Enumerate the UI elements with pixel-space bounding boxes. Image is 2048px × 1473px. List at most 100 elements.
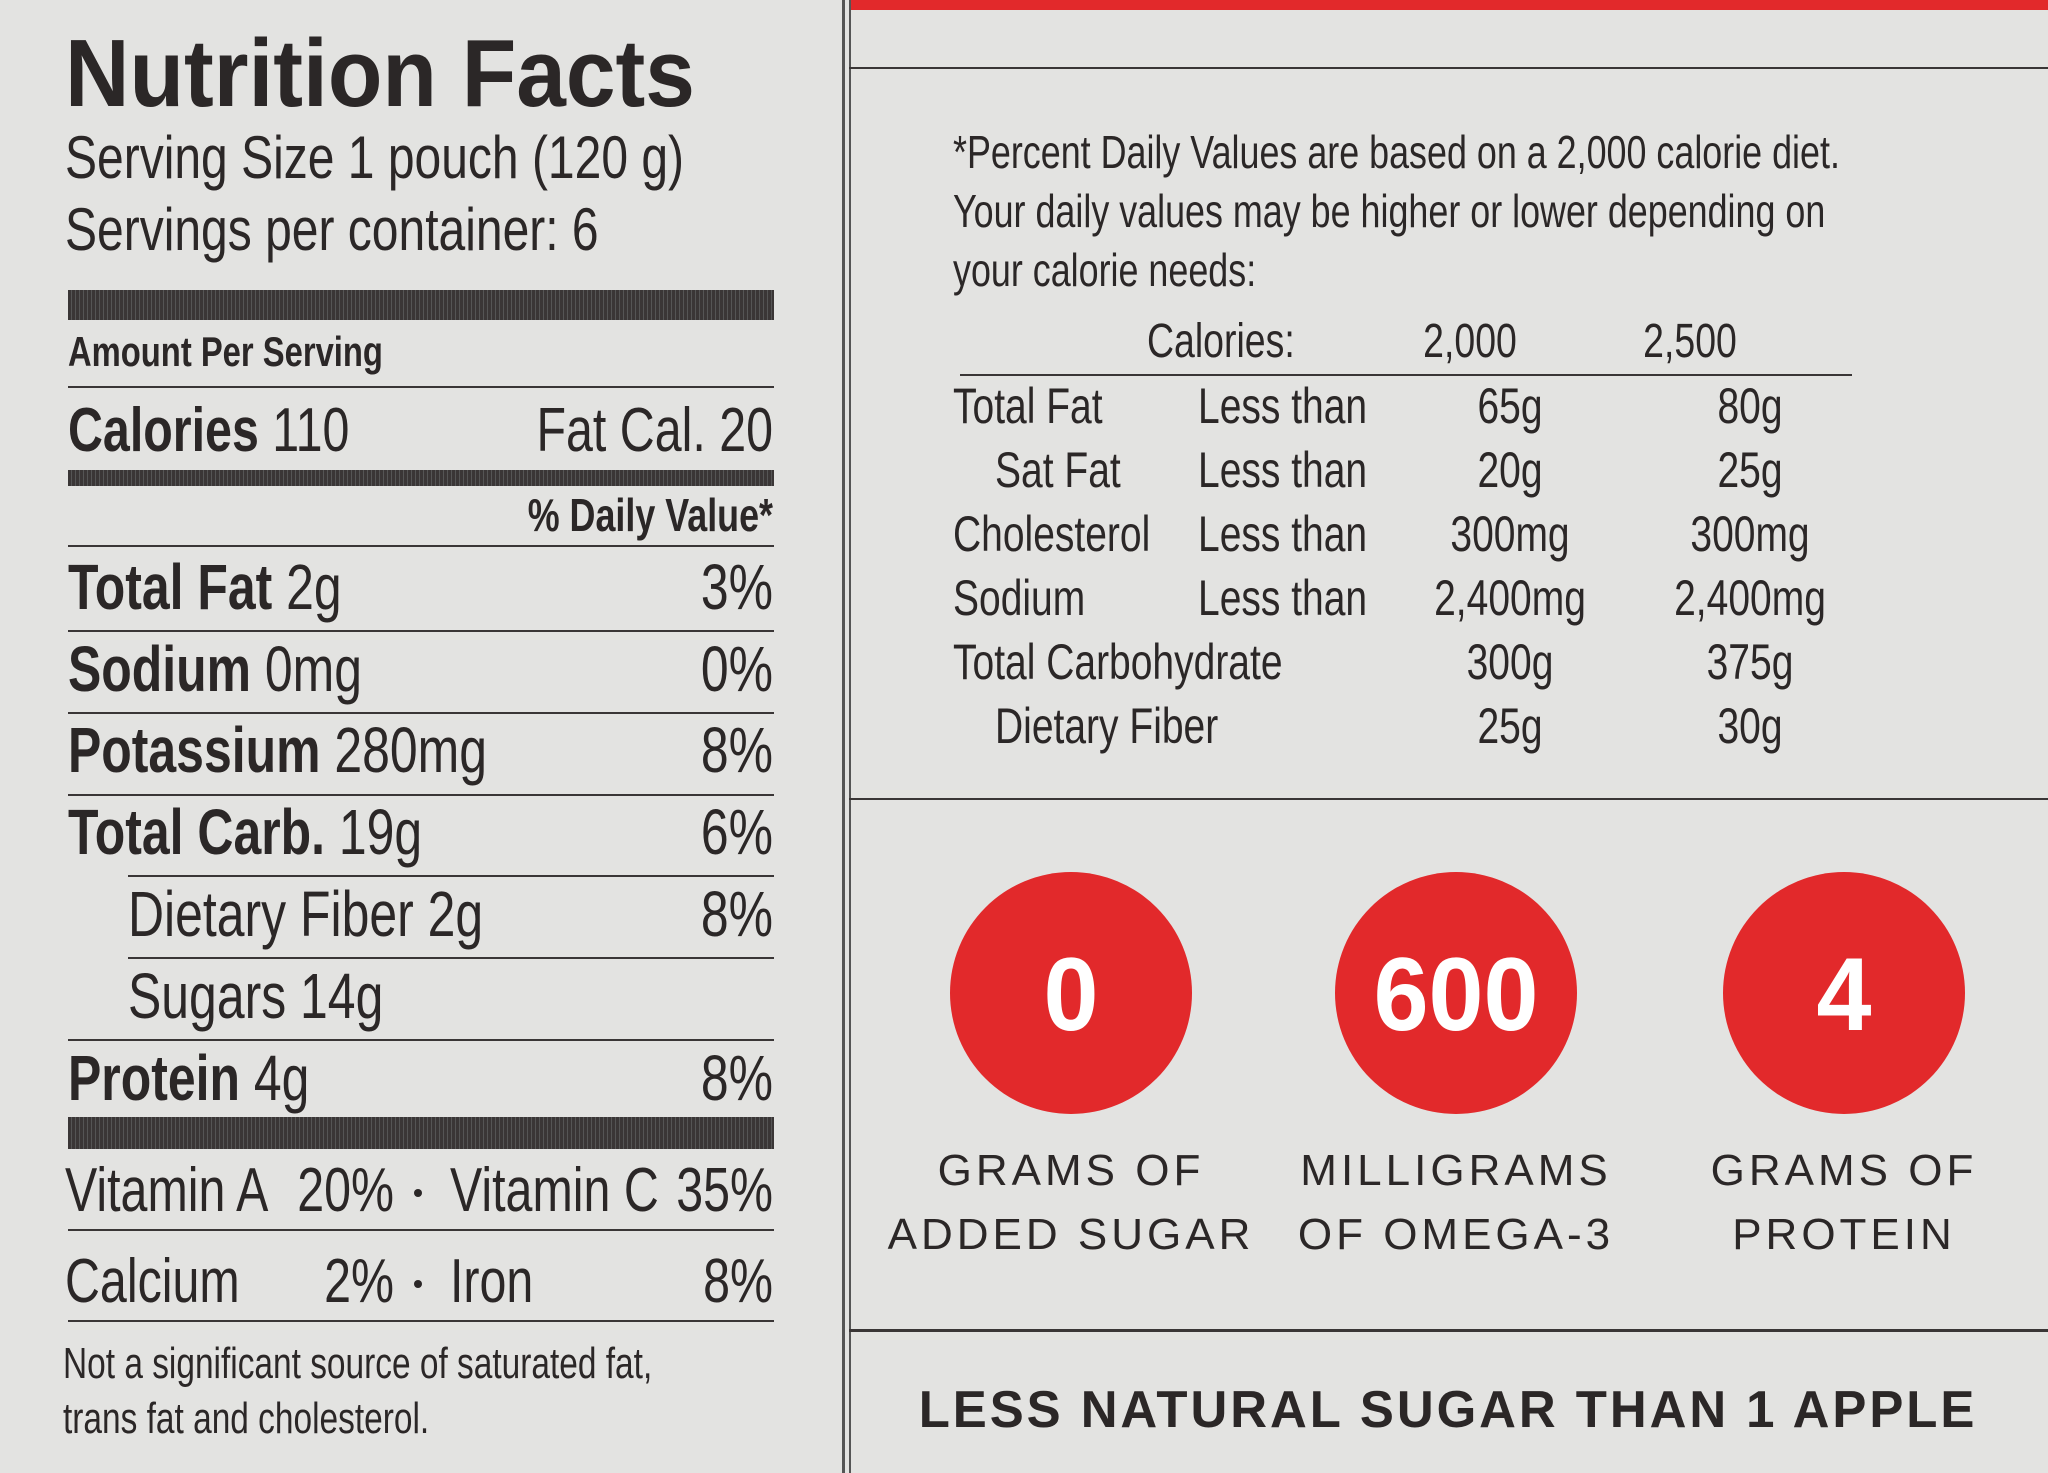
calories: Calories 110 (68, 395, 349, 466)
badge-value: 0 (1043, 936, 1099, 1053)
rule (128, 957, 774, 960)
dv-header: Calories: (1147, 315, 1295, 369)
nutrient-name: Potassium (68, 714, 321, 787)
daily-value: 8% (700, 1041, 773, 1114)
dv-header: 2,000 (1423, 315, 1517, 369)
thick-bar (68, 1117, 774, 1149)
dv-high: 375g (1706, 634, 1794, 690)
vitamin-value: 20% (297, 1156, 394, 1226)
badge-circle (1335, 872, 1577, 1114)
badge-circle (1723, 872, 1965, 1114)
dv-header: 2,500 (1643, 315, 1737, 369)
dv-nutrient: Sat Fat (995, 442, 1121, 498)
vitamin-name: Vitamin A (65, 1156, 269, 1226)
serving-size: Serving Size 1 pouch (120 g) (65, 124, 685, 192)
nutrient-name: Total Fat (68, 550, 273, 623)
nutrient-amount: 4g (253, 1041, 310, 1114)
calories-name: Calories (68, 396, 259, 466)
daily-value: 8% (700, 714, 773, 787)
rule (849, 1329, 2048, 1332)
badge-label: MILLIGRAMS (1300, 1146, 1612, 1196)
separator-dot (414, 1189, 422, 1197)
dv-limit: Less than (1198, 442, 1368, 498)
vitamin-value: 35% (676, 1156, 773, 1226)
nutrient-row: Potassium 280mg (68, 714, 487, 788)
vitamin-name: Iron (450, 1247, 534, 1317)
badge-label: ADDED SUGAR (887, 1210, 1255, 1260)
rule (68, 711, 774, 714)
dv-nutrient: Total Fat (953, 378, 1103, 434)
dv-low: 25g (1477, 698, 1543, 754)
servings-per-container: Servings per container: 6 (65, 196, 599, 264)
daily-value: 3% (700, 550, 773, 623)
rule (68, 1229, 774, 1231)
dv-high: 80g (1717, 378, 1783, 434)
tagline: LESS NATURAL SUGAR THAN 1 APPLE (918, 1380, 1978, 1439)
dv-low: 300g (1466, 634, 1554, 690)
dv-note: *Percent Daily Values are based on a 2,0… (953, 126, 1840, 297)
footnote: Not a significant source of saturated fa… (63, 1339, 653, 1444)
dv-nutrient: Cholesterol (953, 506, 1151, 562)
badge-circle (950, 872, 1192, 1114)
dv-limit: Less than (1198, 378, 1368, 434)
nutrient-row: Total Carb. 19g (68, 796, 422, 870)
nutrient-row: Protein 4g (68, 1042, 309, 1116)
badge-label: GRAMS OF (1710, 1146, 1978, 1196)
nutrient-row: Total Fat 2g (68, 551, 342, 625)
badge-label: GRAMS OF (937, 1146, 1205, 1196)
rule (68, 793, 774, 796)
badge-label: PROTEIN (1732, 1210, 1956, 1260)
red-strip (849, 0, 2048, 10)
dv-high: 300mg (1690, 506, 1810, 562)
separator-dot (414, 1280, 422, 1288)
nutrient-amount: 0mg (264, 632, 363, 705)
badge-value: 600 (1373, 936, 1539, 1053)
nutrient-amount: 19g (338, 796, 423, 869)
dv-limit: Less than (1198, 506, 1368, 562)
rule (68, 1039, 774, 1041)
daily-value: 0% (700, 632, 773, 705)
nutrient-name: Sodium (68, 632, 252, 705)
dv-high: 2,400mg (1674, 570, 1826, 626)
dv-nutrient: Sodium (953, 570, 1086, 626)
nutrient-row: Sodium 0mg (68, 633, 362, 707)
dv-nutrient: Total Carbohydrate (953, 634, 1283, 690)
calories-amount: 110 (272, 396, 350, 466)
rule (68, 630, 774, 632)
nutrient-amount: 2g (286, 550, 342, 623)
dv-low: 65g (1477, 378, 1543, 434)
rule (849, 67, 2048, 69)
dv-low: 20g (1477, 442, 1543, 498)
amount-per-serving: Amount Per Serving (68, 327, 383, 375)
dv-high: 25g (1717, 442, 1783, 498)
rule (68, 386, 774, 388)
rule (960, 374, 1852, 376)
nutrient-name: Total Carb. (68, 796, 326, 869)
sub-nutrient: Sugars 14g (128, 959, 384, 1032)
nutrient-name: Protein (68, 1041, 240, 1114)
vitamin-name: Calcium (65, 1247, 240, 1317)
dv-low: 300mg (1450, 506, 1570, 562)
vitamin-value: 8% (703, 1247, 773, 1317)
daily-value-header: % Daily Value* (527, 489, 773, 542)
divider (842, 0, 845, 1473)
sub-nutrient: Dietary Fiber 2g (128, 878, 484, 951)
thick-bar (68, 290, 774, 320)
daily-value: 6% (700, 796, 773, 869)
badge-label: OF OMEGA-3 (1297, 1210, 1615, 1260)
rule (68, 1320, 774, 1322)
fat-calories: Fat Cal. 20 (536, 396, 773, 466)
rule (849, 798, 2048, 800)
badge-value: 4 (1816, 936, 1872, 1053)
rule (128, 875, 774, 878)
dv-high: 30g (1717, 698, 1783, 754)
nutrient-amount: 280mg (334, 714, 487, 787)
thick-bar (68, 470, 774, 486)
vitamin-name: Vitamin C (450, 1156, 659, 1226)
dv-nutrient: Dietary Fiber (995, 698, 1219, 754)
title: Nutrition Facts (65, 20, 695, 128)
dv-limit: Less than (1198, 570, 1368, 626)
vitamin-value: 2% (324, 1247, 394, 1317)
dv-low: 2,400mg (1434, 570, 1586, 626)
